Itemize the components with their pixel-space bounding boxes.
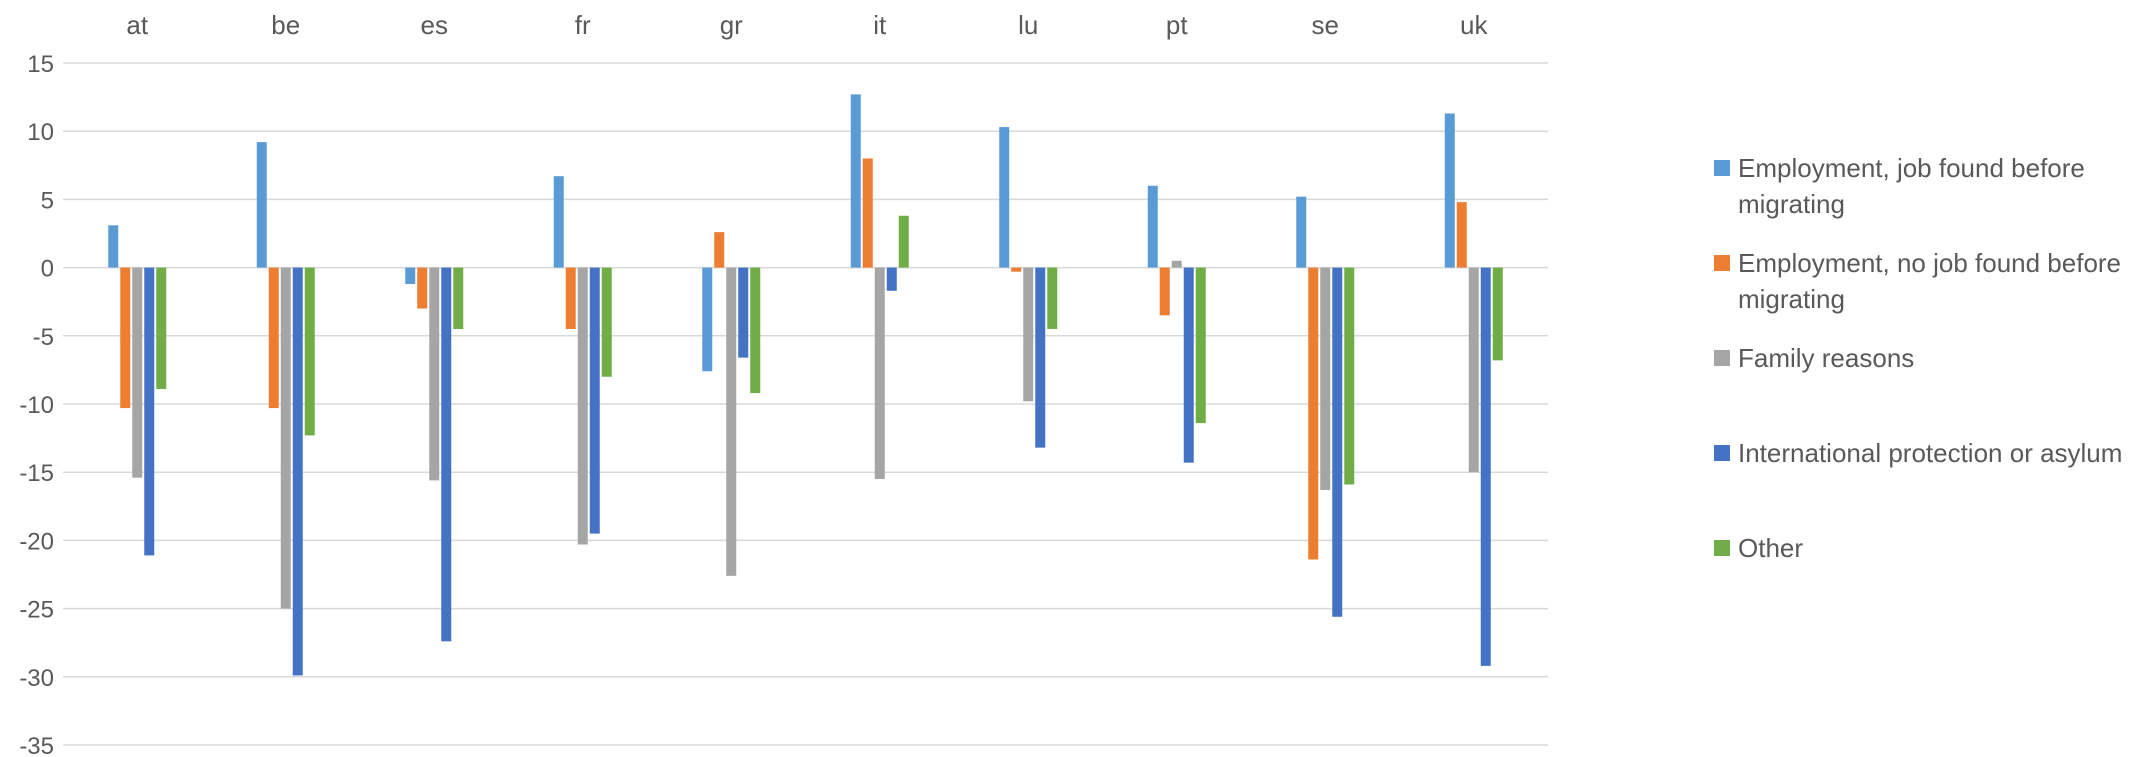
bar-gr-series-5 xyxy=(750,267,761,394)
legend-item-employment-no-job-found: Employment, no job found before migratin… xyxy=(1714,245,2154,317)
bar-pt-series-1 xyxy=(1147,185,1158,268)
category-label: se xyxy=(1312,10,1339,40)
category-label: be xyxy=(271,10,300,40)
bar-it-series-3 xyxy=(874,267,885,480)
y-tick-label: -10 xyxy=(19,392,54,419)
y-tick-label: 5 xyxy=(41,187,54,214)
y-tick-label: -20 xyxy=(19,528,54,555)
bar-at-series-1 xyxy=(108,225,119,268)
y-axis-tick-labels: 15 10 5 0 -5 -10 -15 -20 -25 -30 -35 xyxy=(19,51,54,757)
bar-es-series-2 xyxy=(417,267,428,309)
category-label: at xyxy=(126,10,148,40)
bar-be-series-2 xyxy=(268,267,279,409)
bars xyxy=(108,94,1503,676)
legend-swatch xyxy=(1714,350,1730,366)
bar-es-series-1 xyxy=(405,267,416,284)
bar-it-series-2 xyxy=(862,158,873,268)
category-label: pt xyxy=(1166,10,1188,40)
bar-uk-series-3 xyxy=(1468,267,1479,473)
legend-label: Employment, job found before migrating xyxy=(1738,153,2085,219)
bar-pt-series-5 xyxy=(1195,267,1206,424)
bar-uk-series-4 xyxy=(1480,267,1491,666)
y-tick-label: -5 xyxy=(33,324,54,351)
category-label: uk xyxy=(1460,10,1488,40)
bar-se-series-5 xyxy=(1344,267,1355,485)
bar-gr-series-4 xyxy=(738,267,749,358)
legend-swatch xyxy=(1714,540,1730,556)
bar-uk-series-2 xyxy=(1456,202,1467,268)
bar-se-series-3 xyxy=(1320,267,1331,490)
bar-se-series-2 xyxy=(1308,267,1319,560)
bar-lu-series-3 xyxy=(1023,267,1034,402)
bar-fr-series-3 xyxy=(577,267,588,545)
y-tick-label: 15 xyxy=(27,51,54,78)
y-tick-label: -25 xyxy=(19,597,54,624)
bar-es-series-4 xyxy=(441,267,452,642)
bar-lu-series-1 xyxy=(999,127,1010,268)
bar-fr-series-1 xyxy=(553,176,564,268)
bar-es-series-3 xyxy=(429,267,440,481)
x-axis-category-labels: at be es fr gr it lu pt se uk xyxy=(126,10,1488,40)
bar-lu-series-4 xyxy=(1035,267,1046,448)
legend-label: Employment, no job found before migratin… xyxy=(1738,248,2122,314)
bar-lu-series-5 xyxy=(1047,267,1058,329)
bar-gr-series-2 xyxy=(714,232,725,268)
bar-gr-series-3 xyxy=(726,267,737,576)
bar-es-series-5 xyxy=(453,267,464,329)
bar-lu-series-2 xyxy=(1011,267,1022,272)
legend-label: International protection or asylum xyxy=(1738,438,2123,468)
bar-at-series-3 xyxy=(132,267,143,478)
category-label: gr xyxy=(720,10,743,40)
legend-item-employment-job-found: Employment, job found before migrating xyxy=(1714,150,2154,222)
y-tick-label: 0 xyxy=(41,256,54,283)
bar-at-series-5 xyxy=(156,267,167,389)
bar-at-series-4 xyxy=(144,267,155,556)
bar-uk-series-5 xyxy=(1492,267,1503,361)
bar-fr-series-4 xyxy=(589,267,600,534)
legend-label: Other xyxy=(1738,533,1804,563)
bar-pt-series-3 xyxy=(1171,260,1182,268)
bar-it-series-4 xyxy=(886,267,897,291)
y-tick-label: -35 xyxy=(19,733,54,757)
y-tick-label: -30 xyxy=(19,665,54,692)
legend-item-family-reasons: Family reasons xyxy=(1714,340,2154,376)
bar-be-series-4 xyxy=(292,267,303,676)
category-label: fr xyxy=(575,10,591,40)
bar-uk-series-1 xyxy=(1444,113,1455,268)
bar-it-series-5 xyxy=(898,215,909,268)
category-label: lu xyxy=(1018,10,1038,40)
bar-fr-series-2 xyxy=(565,267,576,329)
bar-be-series-3 xyxy=(280,267,291,609)
category-label: es xyxy=(421,10,448,40)
bar-se-series-4 xyxy=(1332,267,1343,617)
legend-swatch xyxy=(1714,255,1730,271)
bar-fr-series-5 xyxy=(601,267,612,377)
bar-be-series-5 xyxy=(304,267,315,436)
category-label: it xyxy=(873,10,887,40)
bar-it-series-1 xyxy=(850,94,861,268)
chart-plot: 15 10 5 0 -5 -10 -15 -20 -25 -30 -35 at be es fr gr it l… xyxy=(19,10,1548,757)
bar-pt-series-4 xyxy=(1183,267,1194,463)
bar-se-series-1 xyxy=(1296,196,1307,268)
legend-swatch xyxy=(1714,445,1730,461)
bar-be-series-1 xyxy=(256,142,267,268)
legend-item-other: Other xyxy=(1714,530,2154,566)
legend-item-international-protection: International protection or asylum xyxy=(1714,435,2154,471)
y-tick-label: -15 xyxy=(19,460,54,487)
bar-gr-series-1 xyxy=(702,267,713,372)
y-tick-label: 10 xyxy=(27,119,54,146)
bar-at-series-2 xyxy=(120,267,131,409)
legend-swatch xyxy=(1714,160,1730,176)
bar-pt-series-2 xyxy=(1159,267,1170,316)
legend-label: Family reasons xyxy=(1738,343,1915,373)
